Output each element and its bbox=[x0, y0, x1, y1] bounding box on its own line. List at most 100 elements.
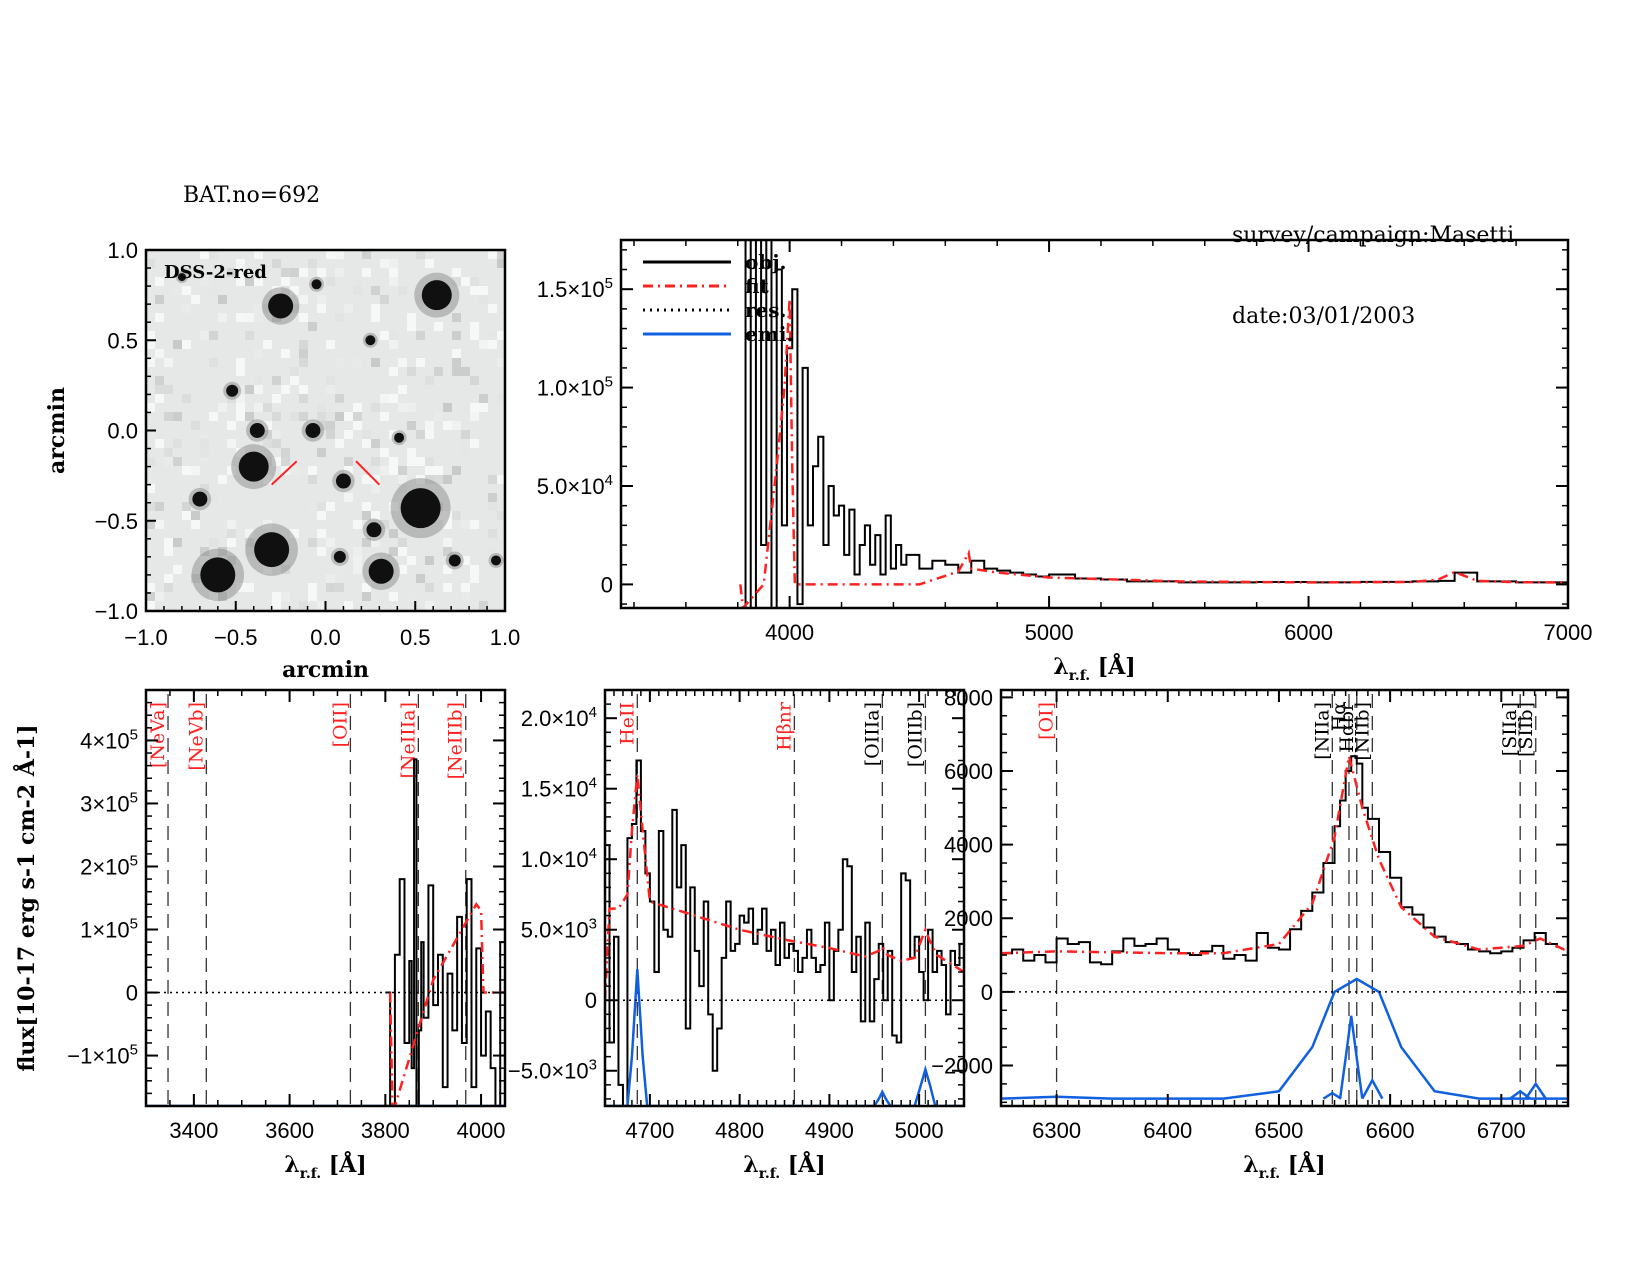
image-pixel bbox=[173, 538, 182, 547]
x-tick-label: −0.5 bbox=[214, 625, 257, 650]
image-pixel bbox=[398, 565, 407, 574]
image-pixel bbox=[425, 583, 434, 592]
bat-number: BAT.no=692 bbox=[183, 183, 321, 208]
series-fit bbox=[739, 298, 1568, 608]
image-pixel bbox=[263, 403, 272, 412]
y-tick-label: 2×105 bbox=[80, 852, 138, 879]
image-pixel bbox=[362, 439, 371, 448]
image-pixel bbox=[182, 511, 191, 520]
image-pixel bbox=[290, 466, 299, 475]
star bbox=[268, 293, 294, 319]
image-pixel bbox=[335, 358, 344, 367]
series-emi bbox=[605, 969, 964, 1106]
image-pixel bbox=[281, 268, 290, 277]
star bbox=[421, 280, 452, 311]
full-spectrum-panel: 4000 5000 6000 7000 0 5.0×104 1.0×105 1.5×105 λr… bbox=[537, 238, 1592, 684]
image-pixel bbox=[326, 583, 335, 592]
star bbox=[333, 550, 346, 563]
x-tick-label: 3400 bbox=[169, 1118, 218, 1143]
image-pixel bbox=[317, 268, 326, 277]
image-pixel bbox=[416, 574, 425, 583]
image-pixel bbox=[218, 313, 227, 322]
image-pixel bbox=[182, 340, 191, 349]
y-tick-label: −2000 bbox=[931, 1054, 993, 1079]
image-pixel bbox=[254, 250, 263, 259]
image-pixel bbox=[290, 376, 299, 385]
image-pixel bbox=[452, 583, 461, 592]
image-pixel bbox=[344, 430, 353, 439]
image-pixel bbox=[317, 601, 326, 610]
line-marker-label: Hα bbox=[1328, 702, 1350, 732]
series-fit bbox=[388, 902, 505, 1106]
image-pixel bbox=[425, 259, 434, 268]
image-pixel bbox=[389, 394, 398, 403]
x-tick-label: 6300 bbox=[1032, 1118, 1081, 1143]
y-tick-label: −0.5 bbox=[95, 509, 138, 534]
x-axis-label: arcmin bbox=[282, 657, 369, 683]
series-group bbox=[1001, 755, 1568, 1100]
y-tick-label: 1×105 bbox=[80, 916, 138, 943]
image-pixel bbox=[227, 466, 236, 475]
image-pixel bbox=[344, 466, 353, 475]
image-pixel bbox=[182, 502, 191, 511]
image-pixel bbox=[254, 349, 263, 358]
image-pixel bbox=[488, 547, 497, 556]
image-pixel bbox=[200, 331, 209, 340]
image-pixel bbox=[191, 511, 200, 520]
image-pixel bbox=[470, 286, 479, 295]
image-pixel bbox=[434, 475, 443, 484]
line-marker-label: [OII] bbox=[329, 702, 351, 747]
image-pixel bbox=[371, 457, 380, 466]
image-pixel bbox=[146, 475, 155, 484]
image-pixel bbox=[200, 250, 209, 259]
image-pixel bbox=[362, 502, 371, 511]
image-pixel bbox=[398, 538, 407, 547]
image-pixel bbox=[425, 565, 434, 574]
image-pixel bbox=[218, 322, 227, 331]
image-pixel bbox=[416, 457, 425, 466]
x-tick-label: 5000 bbox=[1025, 620, 1074, 645]
image-pixel bbox=[389, 331, 398, 340]
image-pixel bbox=[470, 403, 479, 412]
image-pixel bbox=[263, 439, 272, 448]
star bbox=[365, 335, 376, 346]
y-tick-label: 5.0×104 bbox=[537, 472, 613, 499]
image-pixel bbox=[461, 592, 470, 601]
image-pixel bbox=[371, 511, 380, 520]
image-pixel bbox=[245, 385, 254, 394]
image-pixel bbox=[317, 403, 326, 412]
series-obj bbox=[605, 759, 964, 1106]
image-pixel bbox=[191, 268, 200, 277]
image-pixel bbox=[497, 394, 505, 403]
image-pixel bbox=[164, 412, 173, 421]
observation-date: date:03/01/2003 bbox=[1232, 304, 1416, 329]
image-pixel bbox=[299, 394, 308, 403]
image-pixel bbox=[380, 520, 389, 529]
image-pixel bbox=[191, 520, 200, 529]
image-pixel bbox=[308, 466, 317, 475]
plot-frame bbox=[144, 688, 507, 1108]
series-obj bbox=[1001, 755, 1558, 966]
y-tick-label: 1.5×105 bbox=[537, 275, 613, 302]
image-pixel bbox=[164, 547, 173, 556]
image-pixel bbox=[461, 448, 470, 457]
image-pixel bbox=[236, 259, 245, 268]
image-title: DSS-2-red bbox=[164, 262, 267, 283]
image-pixel bbox=[227, 529, 236, 538]
image-pixel bbox=[146, 340, 155, 349]
image-pixel bbox=[335, 583, 344, 592]
image-pixel bbox=[425, 466, 434, 475]
image-pixel bbox=[461, 556, 470, 565]
image-pixel bbox=[317, 511, 326, 520]
line-marker-label: [SIIa] bbox=[1499, 702, 1521, 756]
x-tick-label: 6600 bbox=[1366, 1118, 1415, 1143]
image-pixel bbox=[434, 466, 443, 475]
image-pixel bbox=[443, 520, 452, 529]
image-pixel bbox=[443, 538, 452, 547]
image-pixel bbox=[317, 502, 326, 511]
image-pixel bbox=[272, 439, 281, 448]
image-pixel bbox=[461, 583, 470, 592]
image-pixel bbox=[371, 313, 380, 322]
image-pixel bbox=[353, 277, 362, 286]
